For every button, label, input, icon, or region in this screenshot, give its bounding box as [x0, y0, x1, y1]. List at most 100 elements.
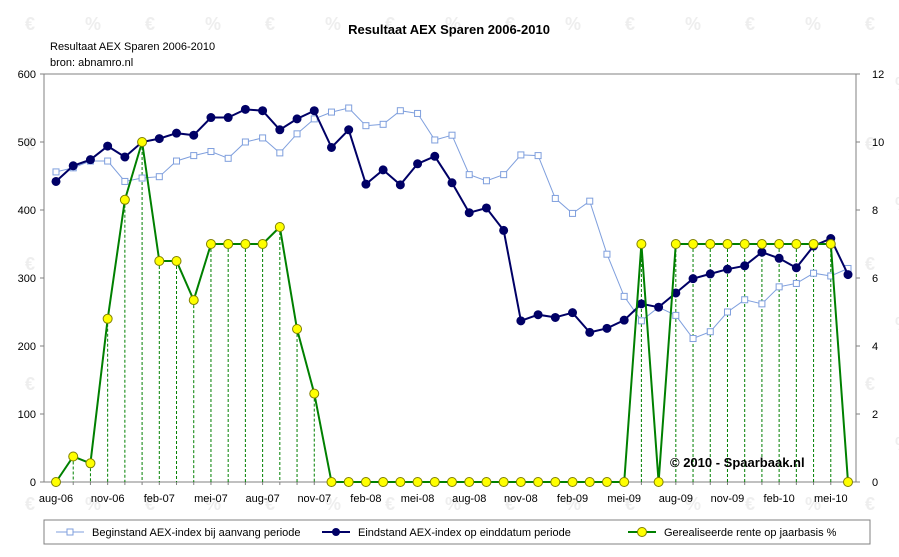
data-point	[395, 477, 406, 487]
y-right-tick-label: 4	[872, 341, 878, 353]
y-left-tick-label: 400	[18, 205, 36, 217]
data-point	[155, 173, 163, 181]
bg-glyph: €	[265, 14, 275, 34]
data-point	[603, 250, 611, 258]
data-point	[104, 157, 112, 165]
data-point	[121, 177, 129, 185]
data-point	[345, 104, 353, 112]
bg-glyph: €	[865, 254, 875, 274]
bg-glyph: %	[895, 314, 899, 334]
x-tick-label: feb-10	[764, 493, 795, 505]
data-point	[413, 159, 423, 169]
plot-area	[43, 73, 857, 483]
bg-glyph: %	[325, 14, 341, 34]
data-point	[137, 137, 148, 147]
data-point	[688, 239, 699, 249]
bg-glyph: %	[895, 194, 899, 214]
chart-subtitle-line-2: bron: abnamro.nl	[50, 57, 133, 69]
x-axis: aug-06 nov-06 feb-07 mei-07 aug-07 nov-07 feb-…	[39, 482, 849, 505]
data-point	[825, 239, 836, 249]
bg-glyph: %	[445, 494, 461, 514]
data-point	[223, 239, 234, 249]
data-point	[739, 239, 750, 249]
y-right-tick-label: 0	[872, 477, 878, 489]
bg-glyph: %	[565, 494, 581, 514]
chart-subtitle-line-1: Resultaat AEX Sparen 2006-2010	[50, 41, 215, 53]
data-point	[327, 108, 335, 116]
legend-swatch-marker	[66, 528, 74, 536]
data-point	[636, 299, 646, 309]
data-point	[551, 194, 559, 202]
x-tick-label: nov-06	[91, 493, 125, 505]
data-point	[120, 152, 130, 162]
data-point	[550, 312, 560, 322]
data-point	[689, 335, 697, 343]
data-point	[412, 477, 423, 487]
data-point	[465, 171, 473, 179]
data-point	[138, 174, 146, 182]
y-left-tick-label: 200	[18, 341, 36, 353]
bg-glyph: %	[805, 14, 821, 34]
data-point	[274, 222, 285, 232]
data-point	[85, 458, 96, 469]
data-point	[653, 477, 664, 487]
x-tick-label: mei-08	[401, 493, 435, 505]
data-point	[533, 477, 544, 487]
bg-glyph: %	[895, 74, 899, 94]
data-point	[171, 256, 182, 266]
y-left-tick-label: 100	[18, 409, 36, 421]
data-point	[344, 125, 354, 135]
y-left-tick-label: 0	[30, 477, 36, 489]
data-point	[637, 317, 645, 325]
x-tick-label: mei-07	[194, 493, 228, 505]
data-point	[205, 239, 216, 249]
data-point	[276, 149, 284, 157]
bg-glyph: %	[805, 494, 821, 514]
bg-glyph: €	[505, 494, 515, 514]
data-point	[207, 148, 215, 156]
x-tick-label: nov-08	[504, 493, 538, 505]
data-point	[293, 130, 301, 138]
data-point	[154, 134, 164, 144]
bg-glyph: €	[745, 14, 755, 34]
bg-glyph: €	[25, 14, 35, 34]
data-point	[173, 157, 181, 165]
bg-glyph: €	[745, 494, 755, 514]
bg-glyph: %	[565, 14, 581, 34]
bg-glyph: €	[865, 134, 875, 154]
data-point	[722, 264, 732, 274]
data-point	[620, 292, 628, 300]
data-point	[774, 253, 784, 263]
bg-glyph: €	[865, 14, 875, 34]
x-tick-label: mei-09	[607, 493, 641, 505]
data-point	[810, 269, 818, 277]
chart-title: Resultaat AEX Sparen 2006-2010	[348, 22, 550, 37]
data-point	[326, 142, 336, 152]
x-tick-label: aug-09	[659, 493, 693, 505]
bg-glyph: €	[625, 14, 635, 34]
data-point	[636, 239, 647, 249]
bg-glyph: %	[205, 494, 221, 514]
legend-label: Gerealiseerde rente op jaarbasis %	[664, 527, 837, 539]
data-point	[602, 323, 612, 333]
data-point	[808, 239, 819, 249]
data-point	[447, 178, 457, 188]
data-point	[172, 128, 182, 138]
data-point	[498, 477, 509, 487]
data-point	[241, 138, 249, 146]
data-point	[705, 269, 715, 279]
data-point	[379, 120, 387, 128]
data-point	[672, 311, 680, 319]
bg-glyph: €	[865, 374, 875, 394]
bg-glyph: €	[25, 254, 35, 274]
data-point	[482, 177, 490, 185]
data-point	[756, 239, 767, 249]
series-layer	[51, 104, 853, 487]
data-point	[791, 263, 801, 273]
data-point	[568, 308, 578, 318]
x-tick-label: aug-08	[452, 493, 486, 505]
data-point	[275, 125, 285, 135]
data-point	[464, 477, 475, 487]
data-point	[188, 295, 199, 306]
data-point	[533, 310, 543, 320]
